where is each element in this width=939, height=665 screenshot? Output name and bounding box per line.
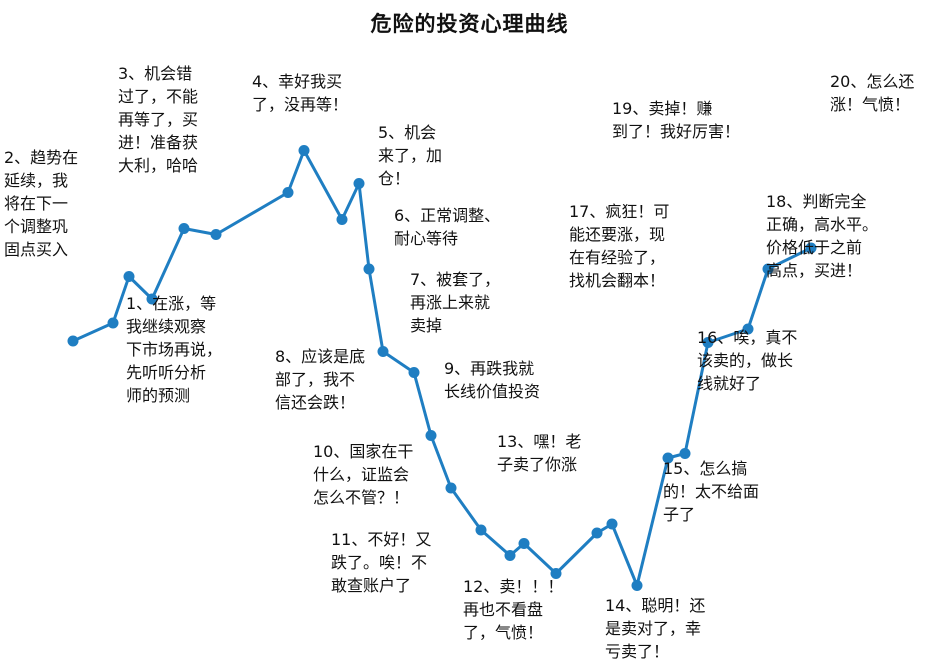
curve-point [805,242,817,254]
annotation-10: 10、国家在干 什么，证监会 怎么不管？！ [313,442,414,507]
chart-title: 危险的投资心理曲线 [370,12,569,36]
curve-point [210,229,222,240]
curve-point [475,524,487,536]
annotation-11: 11、不好！又 跌了。唉！不 敢查账户了 [331,530,432,595]
curve-point [353,178,365,189]
curve-point [662,452,674,464]
annotation-18: 18、判断完全 正确，高水平。 价格低于之前 高点，买进！ [766,192,879,280]
curve-point [123,271,135,282]
annotation-3: 3、机会错 过了，不能 再等了，买 进！准备获 大利，哈哈 [118,64,199,175]
curve-point [408,367,420,378]
annotation-14: 14、聪明！还 是卖对了，幸 亏卖了！ [605,596,706,661]
curve-point [67,335,79,347]
annotation-20: 20、怎么还 涨！气愤！ [830,72,915,114]
curve-point [550,568,562,579]
curve-point [336,214,348,225]
curve-point [742,323,754,335]
curve-point [282,187,294,198]
curve-point [702,337,714,348]
curve-point [504,550,516,561]
curve-point [606,518,618,530]
curve-point [762,263,774,275]
annotation-12: 12、卖！！！ 再也不看盘 了，气愤！ [463,577,564,642]
curve-point [679,448,691,459]
annotation-1: 1、在涨，等 我继续观察 下市场再说， 先听听分析 师的预测 [126,294,223,405]
curve-point [631,580,643,591]
curve-point [363,263,375,275]
annotation-15: 15、怎么搞 的！太不给面 子了 [663,459,760,524]
curve-point [298,145,310,156]
annotation-9: 9、再跌我就 长线价值投资 [444,359,541,401]
annotation-17: 17、疯狂！可 能还要涨，现 在有经验了， 找机会翻本！ [569,202,670,290]
annotation-4: 4、幸好我买 了，没再等！ [252,72,349,114]
curve-point [178,223,190,234]
curve-point [425,430,437,441]
curve-point [591,527,603,539]
annotation-7: 7、被套了， 再涨上来就 卖掉 [410,270,501,335]
annotation-5: 5、机会 来了，加 仓！ [378,123,443,188]
curve-point [146,293,158,305]
curve-point [518,538,530,549]
annotation-16: 16、唉，真不 该卖的，做长 线就好了 [697,328,798,393]
annotation-19: 19、卖掉！赚 到了！我好厉害！ [612,99,741,141]
annotation-6: 6、正常调整、 耐心等待 [394,206,501,248]
curve-point [445,482,457,494]
annotation-8: 8、应该是底 部了，我不 信还会跌！ [275,347,366,412]
curve-point [107,317,119,329]
annotation-2: 2、趋势在 延续，我 将在下一 个调整巩 固点买入 [4,148,79,259]
curve-line [72,149,812,587]
annotation-13: 13、嘿！老 子卖了你涨 [497,432,582,474]
curve-point [377,346,389,357]
